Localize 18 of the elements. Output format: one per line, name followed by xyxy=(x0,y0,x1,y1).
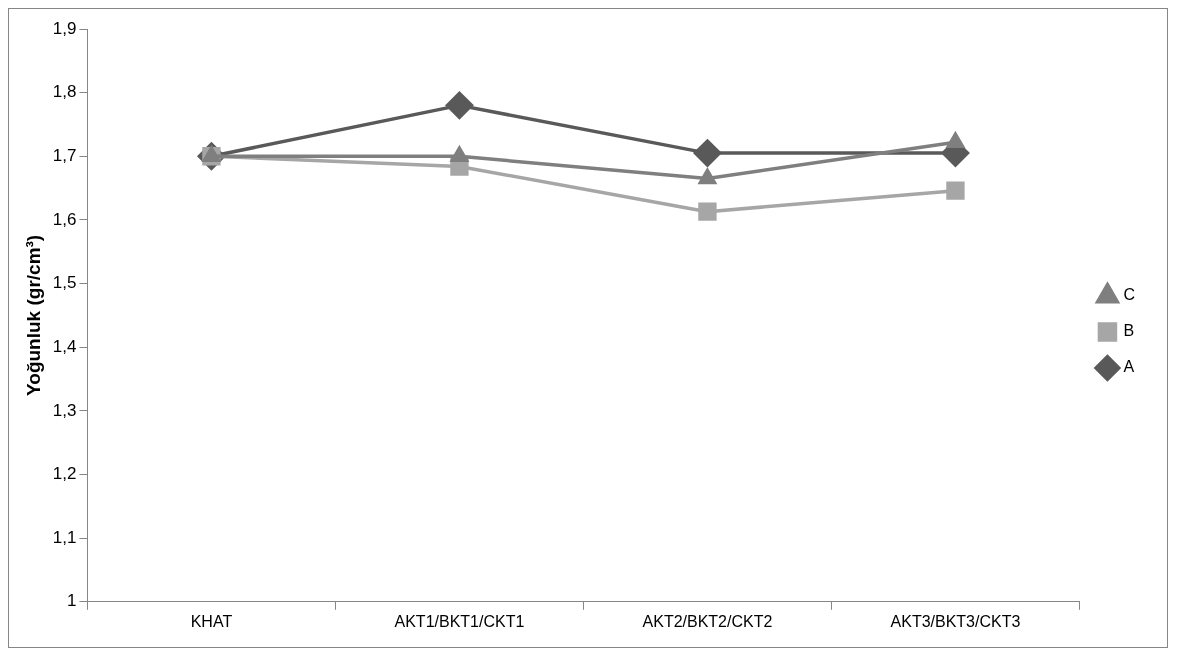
x-tick-label: AKT2/BKT2/CKT2 xyxy=(642,612,773,630)
y-tick-label: 1,7 xyxy=(52,145,77,165)
y-tick-label: 1 xyxy=(66,591,77,611)
y-tick-label: 1,8 xyxy=(52,82,77,102)
legend-label: A xyxy=(1123,358,1135,376)
y-tick-label: 1,2 xyxy=(52,464,77,484)
legend-label: B xyxy=(1123,322,1135,340)
x-tick-label: AKT1/BKT1/CKT1 xyxy=(394,612,525,630)
y-axis-title: Yoğunluk (gr/cm³) xyxy=(22,234,44,396)
y-tick-label: 1,3 xyxy=(52,400,77,420)
y-tick-label: 1,9 xyxy=(52,18,77,38)
x-tick-label: AKT3/BKT3/CKT3 xyxy=(890,612,1021,630)
legend-label: C xyxy=(1123,286,1136,304)
y-tick-label: 1,4 xyxy=(52,336,77,356)
y-tick-label: 1,5 xyxy=(52,273,77,293)
x-tick-label: KHAT xyxy=(190,612,233,630)
y-tick-label: 1,6 xyxy=(52,209,77,229)
y-tick-label: 1,1 xyxy=(52,527,77,547)
